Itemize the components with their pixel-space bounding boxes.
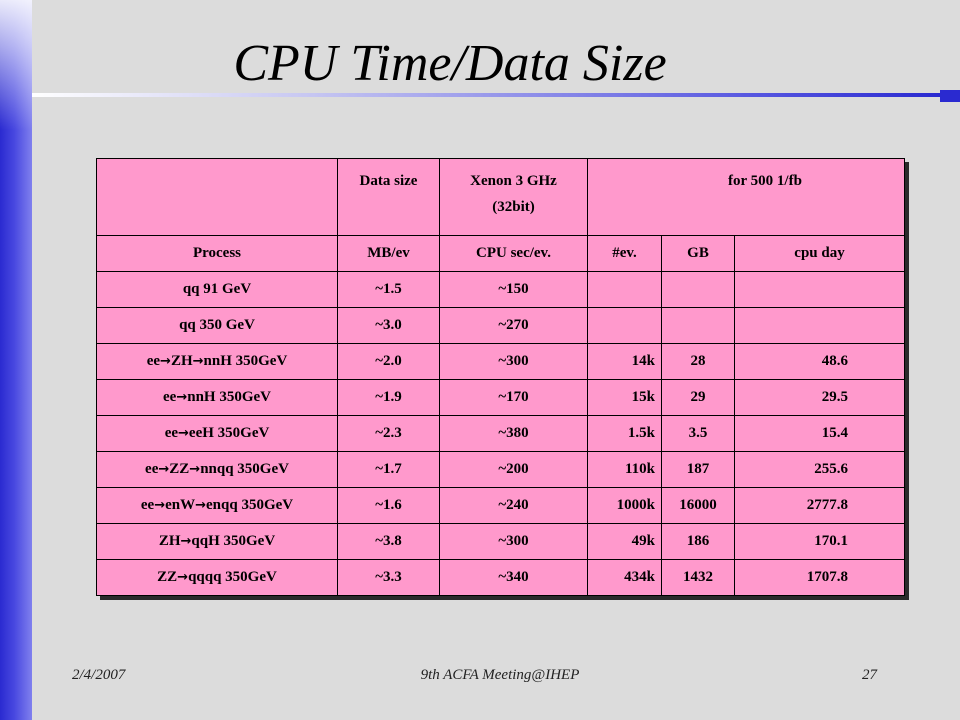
num-ev-cell: 1000k: [587, 487, 662, 524]
num-ev-cell: [587, 307, 662, 344]
cpu-sec-cell: ~150: [439, 271, 588, 308]
cpu-sec-cell: ~200: [439, 451, 588, 488]
cpu-day-cell: 48.6: [734, 343, 905, 380]
table-row: ee→nnH 350GeV ~1.9 ~170 15k 29 29.5: [96, 379, 905, 416]
mb-ev-cell: ~3.0: [337, 307, 440, 344]
gb-cell: 3.5: [661, 415, 735, 452]
header-mb-ev: MB/ev: [337, 235, 440, 272]
mb-ev-cell: ~2.3: [337, 415, 440, 452]
table-row: ee→eeH 350GeV ~2.3 ~380 1.5k 3.5 15.4: [96, 415, 905, 452]
cpu-day-cell: [734, 307, 905, 344]
header-cpu-day: cpu day: [734, 235, 905, 272]
cpu-sec-cell: ~170: [439, 379, 588, 416]
header-num-ev: #ev.: [587, 235, 662, 272]
left-accent-bar: [0, 0, 32, 720]
header-gb: GB: [661, 235, 735, 272]
table-row: ee→enW→enqq 350GeV ~1.6 ~240 1000k 16000…: [96, 487, 905, 524]
right-arrow-icon: →: [177, 570, 189, 585]
table-row: ZH→qqH 350GeV ~3.8 ~300 49k 186 170.1: [96, 523, 905, 560]
right-arrow-icon: →: [192, 354, 204, 369]
slide-title: CPU Time/Data Size: [233, 35, 667, 92]
cpu-sec-cell: ~340: [439, 559, 588, 596]
mb-ev-cell: ~1.9: [337, 379, 440, 416]
header-for-500: for 500 1/fb: [587, 158, 905, 236]
cpu-day-cell: 2777.8: [734, 487, 905, 524]
cpu-sec-cell: ~300: [439, 523, 588, 560]
cpu-day-cell: 15.4: [734, 415, 905, 452]
mb-ev-cell: ~1.5: [337, 271, 440, 308]
cpu-day-cell: 1707.8: [734, 559, 905, 596]
gb-cell: 1432: [661, 559, 735, 596]
cpu-data-table: Data size Xenon 3 GHz (32bit) for 500 1/f…: [96, 158, 905, 596]
gb-cell: 29: [661, 379, 735, 416]
right-arrow-icon: →: [189, 462, 201, 477]
table-header-row-2: Process MB/ev CPU sec/ev. #ev. GB cpu da…: [96, 235, 905, 272]
table-row: ZZ→qqqq 350GeV ~3.3 ~340 434k 1432 1707.…: [96, 559, 905, 596]
num-ev-cell: [587, 271, 662, 308]
process-cell: ZZ→qqqq 350GeV: [96, 559, 338, 596]
right-arrow-icon: →: [154, 498, 166, 513]
title-underline-cap: [940, 90, 960, 102]
header-process: Process: [96, 235, 338, 272]
process-cell: ee→nnH 350GeV: [96, 379, 338, 416]
cpu-sec-cell: ~240: [439, 487, 588, 524]
mb-ev-cell: ~3.8: [337, 523, 440, 560]
process-cell: qq 91 GeV: [96, 271, 338, 308]
gb-cell: [661, 307, 735, 344]
process-cell: qq 350 GeV: [96, 307, 338, 344]
process-cell: ee→ZZ→nnqq 350GeV: [96, 451, 338, 488]
table-header-row-1: Data size Xenon 3 GHz (32bit) for 500 1/f…: [96, 158, 905, 236]
num-ev-cell: 14k: [587, 343, 662, 380]
num-ev-cell: 15k: [587, 379, 662, 416]
title-underline: [32, 93, 940, 97]
table-row: qq 350 GeV ~3.0 ~270: [96, 307, 905, 344]
gb-cell: 187: [661, 451, 735, 488]
header-cpu-sec: CPU sec/ev.: [439, 235, 588, 272]
gb-cell: 28: [661, 343, 735, 380]
gb-cell: 186: [661, 523, 735, 560]
cpu-sec-cell: ~300: [439, 343, 588, 380]
footer-date: 2/4/2007: [72, 667, 126, 683]
right-arrow-icon: →: [180, 534, 192, 549]
cpu-day-cell: 255.6: [734, 451, 905, 488]
num-ev-cell: 49k: [587, 523, 662, 560]
cpu-day-cell: 29.5: [734, 379, 905, 416]
header-xenon: Xenon 3 GHz (32bit): [439, 158, 588, 236]
num-ev-cell: 110k: [587, 451, 662, 488]
right-arrow-icon: →: [178, 426, 189, 441]
table-row: ee→ZZ→nnqq 350GeV ~1.7 ~200 110k 187 255…: [96, 451, 905, 488]
cpu-sec-cell: ~380: [439, 415, 588, 452]
mb-ev-cell: ~1.6: [337, 487, 440, 524]
mb-ev-cell: ~2.0: [337, 343, 440, 380]
process-cell: ee→ZH→nnH 350GeV: [96, 343, 338, 380]
header-blank-cell: [96, 158, 338, 236]
right-arrow-icon: →: [195, 498, 207, 513]
cpu-day-cell: 170.1: [734, 523, 905, 560]
gb-cell: [661, 271, 735, 308]
right-arrow-icon: →: [158, 462, 170, 477]
process-cell: ee→enW→enqq 350GeV: [96, 487, 338, 524]
num-ev-cell: 434k: [587, 559, 662, 596]
process-cell: ee→eeH 350GeV: [96, 415, 338, 452]
cpu-sec-cell: ~270: [439, 307, 588, 344]
process-cell: ZH→qqH 350GeV: [96, 523, 338, 560]
table-row: qq 91 GeV ~1.5 ~150: [96, 271, 905, 308]
cpu-day-cell: [734, 271, 905, 308]
right-arrow-icon: →: [176, 390, 188, 405]
mb-ev-cell: ~3.3: [337, 559, 440, 596]
footer-page-number: 27: [862, 667, 877, 683]
mb-ev-cell: ~1.7: [337, 451, 440, 488]
footer-event: 9th ACFA Meeting@IHEP: [420, 667, 580, 683]
num-ev-cell: 1.5k: [587, 415, 662, 452]
gb-cell: 16000: [661, 487, 735, 524]
right-arrow-icon: →: [160, 354, 171, 369]
header-data-size: Data size: [337, 158, 440, 236]
table-row: ee→ZH→nnH 350GeV ~2.0 ~300 14k 28 48.6: [96, 343, 905, 380]
